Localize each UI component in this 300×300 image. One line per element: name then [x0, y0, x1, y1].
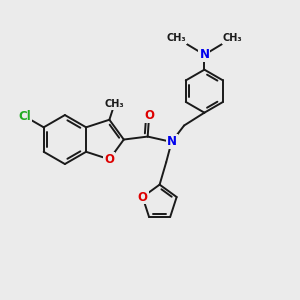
Text: Cl: Cl [19, 110, 32, 123]
Text: O: O [138, 190, 148, 203]
Text: N: N [200, 48, 209, 61]
Text: CH₃: CH₃ [167, 33, 187, 43]
Text: CH₃: CH₃ [222, 33, 242, 43]
Text: N: N [167, 135, 177, 148]
Text: O: O [144, 109, 154, 122]
Text: O: O [104, 153, 114, 166]
Text: CH₃: CH₃ [105, 99, 124, 109]
